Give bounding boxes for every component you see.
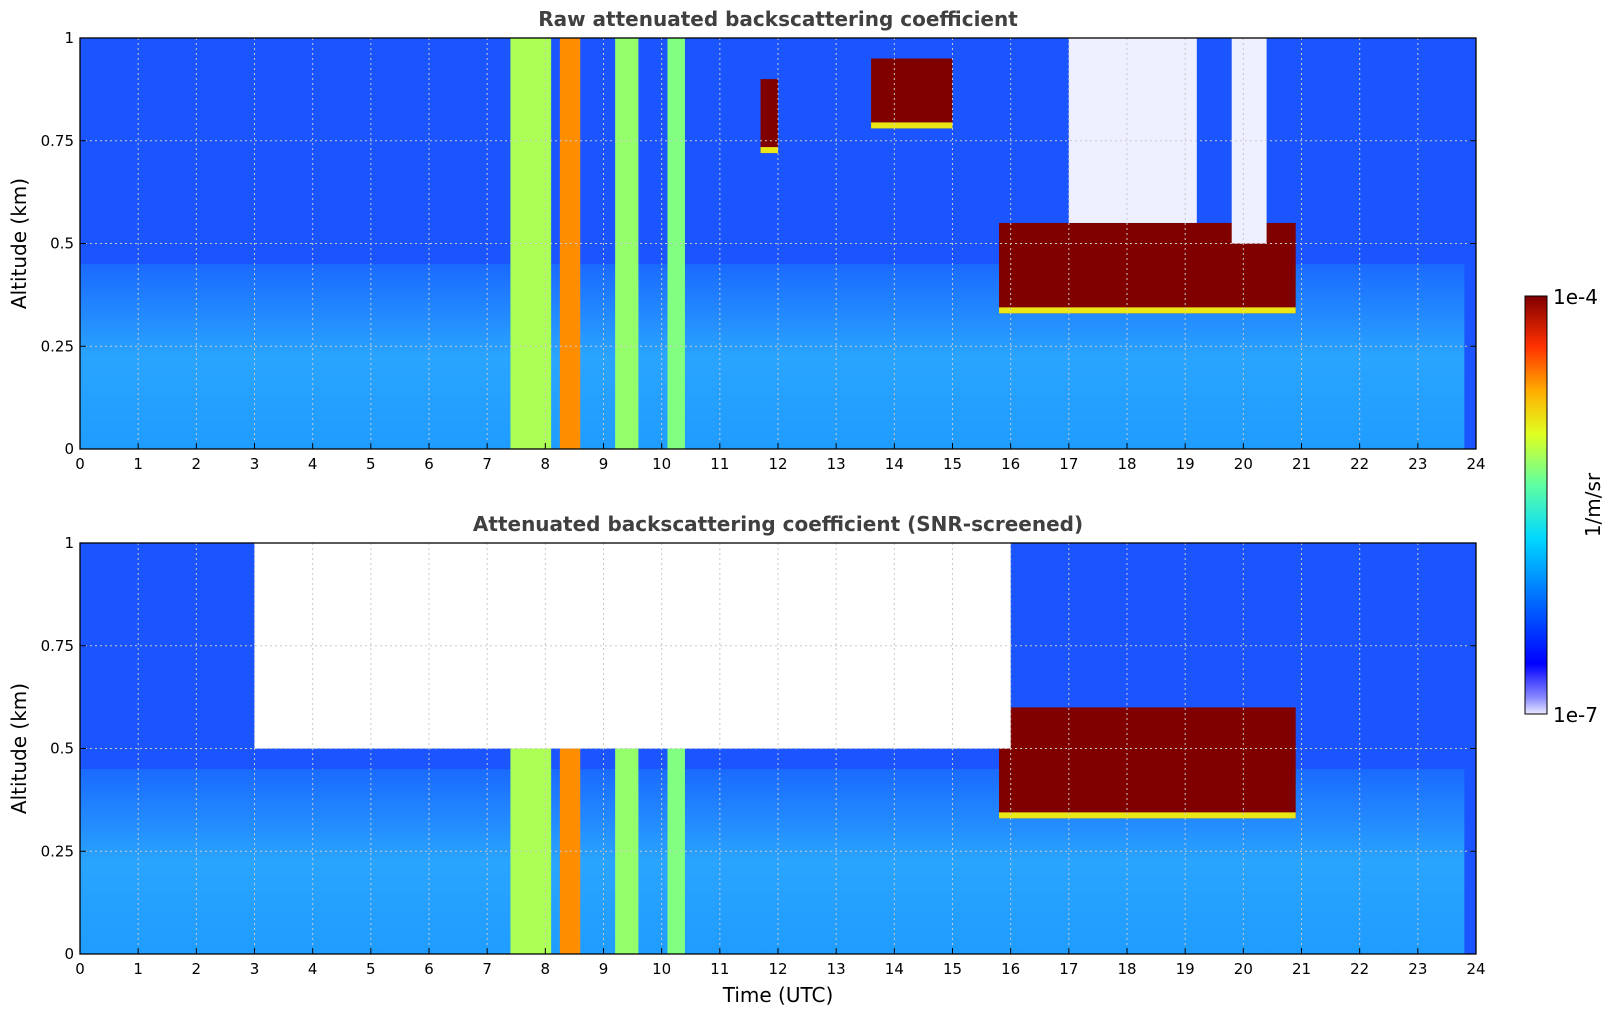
colorbar: 1e-4 1e-7 1/m/sr bbox=[1524, 285, 1605, 727]
heatmap-feature-screened-out bbox=[254, 543, 1011, 749]
x-tick-label: 3 bbox=[250, 455, 260, 473]
x-tick-label: 3 bbox=[250, 960, 260, 978]
x-tick-label: 16 bbox=[1001, 960, 1020, 978]
panel-title: Attenuated backscattering coefficient (S… bbox=[473, 512, 1083, 536]
panel-title: Raw attenuated backscattering coefficien… bbox=[538, 7, 1018, 31]
snr-screened-panel: Attenuated backscattering coefficient (S… bbox=[7, 512, 1486, 1007]
raw-backscatter-panel: Raw attenuated backscattering coefficien… bbox=[7, 7, 1486, 473]
y-axis-label: Altitude (km) bbox=[7, 683, 31, 814]
y-tick-label: 0 bbox=[64, 440, 74, 458]
x-tick-label: 15 bbox=[943, 455, 962, 473]
x-tick-label: 5 bbox=[366, 455, 376, 473]
x-tick-label: 4 bbox=[308, 960, 318, 978]
x-tick-label: 12 bbox=[768, 960, 787, 978]
x-tick-label: 2 bbox=[192, 960, 202, 978]
x-tick-label: 22 bbox=[1350, 960, 1369, 978]
x-tick-label: 1 bbox=[133, 455, 143, 473]
x-tick-label: 0 bbox=[75, 960, 85, 978]
y-tick-label: 1 bbox=[64, 29, 74, 47]
x-axis-label: Time (UTC) bbox=[722, 983, 834, 1007]
x-tick-label: 4 bbox=[308, 455, 318, 473]
y-tick-label: 0 bbox=[64, 945, 74, 963]
x-tick-label: 14 bbox=[885, 960, 904, 978]
y-axis-ticks: 0 0.25 0.5 0.75 1 bbox=[41, 534, 1476, 963]
x-tick-label: 19 bbox=[1176, 455, 1195, 473]
y-tick-label: 0.25 bbox=[41, 842, 74, 860]
y-tick-label: 0.5 bbox=[50, 235, 74, 253]
heatmap-feature-cloud-streak bbox=[760, 79, 778, 154]
y-tick-label: 0.75 bbox=[41, 132, 74, 150]
x-tick-label: 20 bbox=[1234, 455, 1253, 473]
x-tick-label: 10 bbox=[652, 455, 671, 473]
x-tick-label: 13 bbox=[827, 960, 846, 978]
x-tick-label: 19 bbox=[1176, 960, 1195, 978]
colorbar-max-label: 1e-4 bbox=[1553, 285, 1598, 309]
x-tick-label: 6 bbox=[424, 960, 434, 978]
cloud-edge bbox=[999, 307, 1296, 314]
x-tick-label: 23 bbox=[1408, 455, 1427, 473]
x-tick-label: 18 bbox=[1117, 960, 1136, 978]
x-tick-label: 6 bbox=[424, 455, 434, 473]
x-tick-label: 1 bbox=[133, 960, 143, 978]
y-tick-label: 0.5 bbox=[50, 740, 74, 758]
x-tick-label: 11 bbox=[710, 455, 729, 473]
x-axis-ticks: 0 1 2 3 4 5 6 7 8 9 10 11 12 13 14 15 16 17 18 19 20 21 22 23 24 bbox=[75, 443, 1486, 473]
x-tick-label: 7 bbox=[482, 960, 492, 978]
x-tick-label: 0 bbox=[75, 455, 85, 473]
x-tick-label: 17 bbox=[1059, 455, 1078, 473]
x-tick-label: 8 bbox=[541, 455, 551, 473]
x-tick-label: 21 bbox=[1292, 960, 1311, 978]
x-tick-label: 12 bbox=[768, 455, 787, 473]
x-tick-label: 18 bbox=[1117, 455, 1136, 473]
x-tick-label: 9 bbox=[599, 960, 609, 978]
y-axis-label: Altitude (km) bbox=[7, 178, 31, 309]
x-tick-label: 8 bbox=[541, 960, 551, 978]
heatmap-feature-no-signal bbox=[1068, 38, 1197, 223]
x-tick-label: 2 bbox=[192, 455, 202, 473]
x-tick-label: 21 bbox=[1292, 455, 1311, 473]
y-tick-label: 0.75 bbox=[41, 637, 74, 655]
cloud-edge bbox=[999, 812, 1296, 819]
heatmap-feature-cloud-layer bbox=[999, 707, 1296, 819]
grid-lines bbox=[79, 542, 1477, 955]
colorbar-min-label: 1e-7 bbox=[1553, 703, 1598, 727]
heatmap-area bbox=[79, 542, 1477, 955]
cloud-edge bbox=[760, 147, 778, 154]
x-tick-label: 17 bbox=[1059, 960, 1078, 978]
x-tick-label: 7 bbox=[482, 455, 492, 473]
cloud-edge bbox=[871, 122, 953, 129]
x-tick-label: 13 bbox=[827, 455, 846, 473]
x-tick-label: 5 bbox=[366, 960, 376, 978]
colorbar-gradient bbox=[1524, 295, 1548, 715]
x-tick-label: 15 bbox=[943, 960, 962, 978]
x-tick-label: 23 bbox=[1408, 960, 1427, 978]
x-tick-label: 9 bbox=[599, 455, 609, 473]
y-axis-ticks: 0 0.25 0.5 0.75 1 bbox=[41, 29, 1476, 458]
y-tick-label: 1 bbox=[64, 534, 74, 552]
x-tick-label: 24 bbox=[1466, 960, 1485, 978]
y-tick-label: 0.25 bbox=[41, 337, 74, 355]
x-tick-label: 20 bbox=[1234, 960, 1253, 978]
colorbar-unit-label: 1/m/sr bbox=[1581, 472, 1605, 537]
heatmap-feature-cloud-patch bbox=[871, 58, 953, 129]
x-axis-ticks: 0 1 2 3 4 5 6 7 8 9 10 11 12 13 14 15 16 17 18 19 20 21 22 23 24 bbox=[75, 948, 1486, 978]
x-tick-label: 24 bbox=[1466, 455, 1485, 473]
heatmap-area bbox=[79, 37, 1477, 450]
x-tick-label: 10 bbox=[652, 960, 671, 978]
x-tick-label: 22 bbox=[1350, 455, 1369, 473]
x-tick-label: 16 bbox=[1001, 455, 1020, 473]
x-tick-label: 11 bbox=[710, 960, 729, 978]
x-tick-label: 14 bbox=[885, 455, 904, 473]
